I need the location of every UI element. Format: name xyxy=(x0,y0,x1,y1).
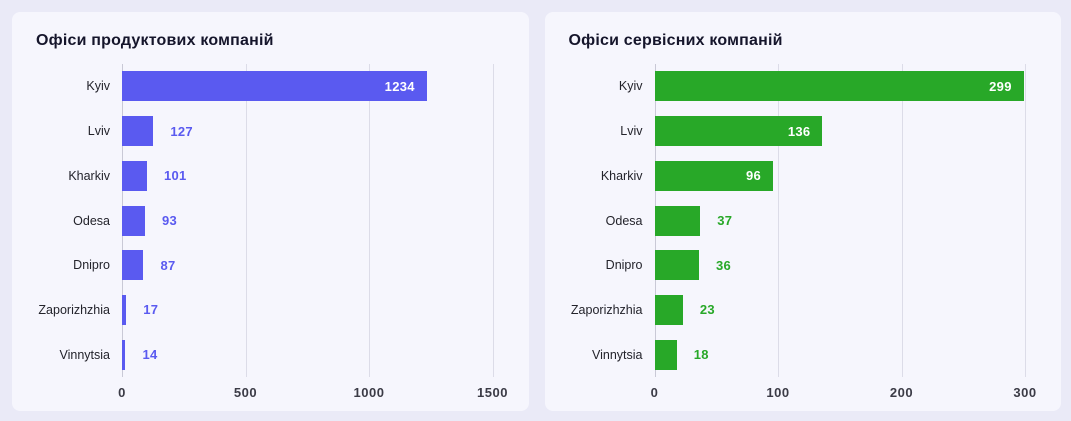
bar-row: 37 xyxy=(654,198,1026,243)
chart-card-service-companies: Офіси сервісних компаній Kyiv Lviv Kharkiv… xyxy=(544,12,1061,411)
value-label: 37 xyxy=(717,213,733,229)
x-axis-ticks: 0 500 1000 1500 xyxy=(118,377,507,401)
chart-plot-area: Kyiv Lviv Kharkiv Odesa Dnipro Zaporizhzhia Vi… xyxy=(34,64,507,401)
bar xyxy=(122,160,147,191)
gridline xyxy=(901,64,903,377)
category-label: Kyiv xyxy=(86,79,110,94)
value-label: 87 xyxy=(160,257,176,273)
value-label: 101 xyxy=(163,168,187,184)
category-label: Odesa xyxy=(73,213,110,228)
category-label: Kharkiv xyxy=(600,168,643,183)
bar xyxy=(122,116,154,147)
bar xyxy=(122,205,145,236)
gridline xyxy=(245,64,247,377)
value-label: 36 xyxy=(715,257,732,273)
x-tick-label: 300 xyxy=(1013,385,1037,400)
value-label: 23 xyxy=(699,302,715,318)
category-axis: Kyiv Lviv Kharkiv Odesa Dnipro Zaporizhzhia Vi… xyxy=(34,64,122,377)
gridline xyxy=(492,64,494,377)
chart-title: Офіси продуктових компаній xyxy=(36,32,274,49)
category-label: Kyiv xyxy=(618,79,643,94)
category-label: Zaporizhzhia xyxy=(570,302,643,317)
bar: 96 xyxy=(654,160,774,191)
bar-row: 1234 xyxy=(122,64,493,109)
category-label: Vinnytsia xyxy=(59,347,111,362)
bar-row: 36 xyxy=(654,243,1026,288)
bar-row: 23 xyxy=(654,288,1026,333)
bar-row: 96 xyxy=(654,153,1026,198)
chart-plot-area: Kyiv Lviv Kharkiv Odesa Dnipro Zaporizhzhia Vi… xyxy=(567,64,1040,401)
bar xyxy=(654,294,683,325)
x-tick-label: 0 xyxy=(650,385,659,400)
gridline xyxy=(1025,64,1026,377)
bar xyxy=(122,339,126,370)
chart-title: Офіси сервісних компаній xyxy=(568,32,783,49)
x-tick-label: 200 xyxy=(889,385,914,400)
bar xyxy=(654,205,701,236)
x-tick-label: 100 xyxy=(766,385,790,400)
bar-row: 14 xyxy=(122,332,493,377)
value-label: 18 xyxy=(693,347,709,363)
category-label: Zaporizhzhia xyxy=(38,302,110,317)
value-label: 127 xyxy=(170,123,193,139)
category-label: Lviv xyxy=(620,124,643,139)
plot-column: 299 136 96 37 36 23 18 0 100 200 300 xyxy=(651,64,1040,401)
bar-rows: 299 136 96 37 36 23 18 xyxy=(654,64,1026,377)
bar xyxy=(654,250,699,281)
bar-rows: 1234 127 101 93 87 17 14 xyxy=(122,64,493,377)
x-tick-label: 500 xyxy=(233,385,258,400)
bar-row: 299 xyxy=(654,64,1026,109)
bar-scale-area: 299 136 96 37 36 23 18 xyxy=(654,64,1026,377)
value-label: 299 xyxy=(989,78,1012,94)
value-label: 96 xyxy=(745,168,762,184)
value-label: 93 xyxy=(161,213,178,229)
bar-row: 93 xyxy=(122,198,493,243)
bar-scale-area: 1234 127 101 93 87 17 14 xyxy=(122,64,494,377)
value-label: 17 xyxy=(143,302,159,318)
bar-row: 127 xyxy=(122,109,493,154)
bar xyxy=(654,339,677,370)
bar-row: 87 xyxy=(122,243,493,288)
bar xyxy=(122,250,144,281)
x-axis-ticks: 0 100 200 300 xyxy=(651,377,1036,401)
value-label: 14 xyxy=(142,347,158,363)
x-tick-label: 1000 xyxy=(353,385,385,400)
bar: 136 xyxy=(654,116,823,147)
category-label: Kharkiv xyxy=(68,168,110,183)
x-tick-label: 1500 xyxy=(477,385,508,400)
x-tick-label: 0 xyxy=(118,385,126,400)
bar-row: 101 xyxy=(122,153,493,198)
bar-row: 136 xyxy=(654,109,1026,154)
category-label: Dnipro xyxy=(605,258,643,273)
bar: 1234 xyxy=(122,71,427,102)
value-label: 1234 xyxy=(384,78,415,94)
category-label: Vinnytsia xyxy=(592,347,643,362)
chart-card-product-companies: Офіси продуктових компаній Kyiv Lviv Khark… xyxy=(12,12,529,411)
plot-column: 1234 127 101 93 87 17 14 0 500 1000 1500 xyxy=(118,64,507,401)
gridline xyxy=(369,64,370,377)
category-axis: Kyiv Lviv Kharkiv Odesa Dnipro Zaporizhzhia Vi… xyxy=(567,64,655,377)
bar-row: 18 xyxy=(654,332,1026,377)
category-label: Lviv xyxy=(87,124,110,139)
bar xyxy=(122,294,127,325)
category-label: Odesa xyxy=(605,213,643,228)
value-label: 136 xyxy=(787,123,811,139)
category-label: Dnipro xyxy=(73,258,110,273)
gridline xyxy=(778,64,779,377)
bar-row: 17 xyxy=(122,288,493,333)
bar: 299 xyxy=(654,71,1024,102)
